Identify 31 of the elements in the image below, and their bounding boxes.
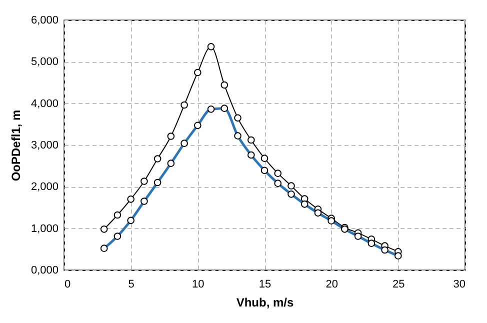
y-tick-label: 0,000 xyxy=(30,264,58,276)
x-tick-label: 15 xyxy=(258,278,272,290)
point xyxy=(140,178,148,185)
point xyxy=(194,68,202,76)
x-axis-title: Vhub, m/s xyxy=(236,296,294,310)
point xyxy=(234,114,242,122)
x-tick-label: 20 xyxy=(326,278,338,290)
point xyxy=(207,43,215,50)
x-tick-label: 10 xyxy=(192,278,204,290)
y-tick-label: 5,000 xyxy=(30,56,58,68)
point xyxy=(274,170,282,177)
point xyxy=(154,155,162,162)
x-tick-label: 0 xyxy=(64,278,71,290)
point xyxy=(167,132,175,140)
point xyxy=(100,226,108,233)
point xyxy=(127,196,134,203)
y-tick-label: 6,000 xyxy=(30,14,58,26)
y-tick-label: 3,000 xyxy=(30,140,58,152)
point xyxy=(114,211,122,219)
point xyxy=(180,101,188,109)
x-tick-label: 30 xyxy=(453,278,466,290)
x-tick-label: 5 xyxy=(128,278,134,290)
y-axis-title: OoPDefl1, m xyxy=(8,110,23,182)
y-tick-label: 4,000 xyxy=(30,98,58,110)
point xyxy=(220,81,228,89)
y-tick-label: 1,000 xyxy=(30,222,58,235)
y-tick-label: 2,000 xyxy=(30,181,58,194)
point xyxy=(288,182,295,190)
point xyxy=(260,154,268,162)
point xyxy=(247,136,255,144)
x-tick-label: 25 xyxy=(392,278,405,290)
